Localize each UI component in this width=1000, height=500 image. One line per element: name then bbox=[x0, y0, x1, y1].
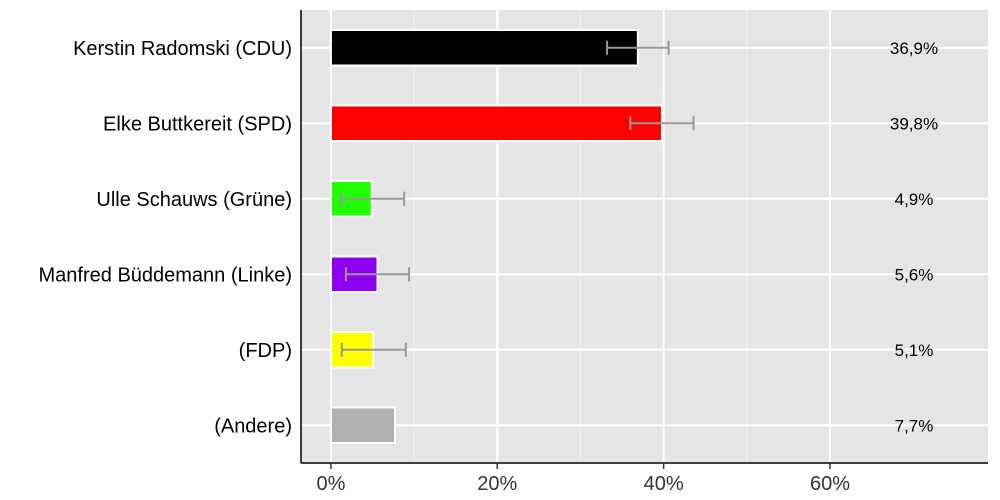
category-label: Ulle Schauws (Grüne) bbox=[96, 189, 292, 211]
category-label: Kerstin Radomski (CDU) bbox=[73, 38, 292, 60]
value-label: 36,9% bbox=[890, 39, 938, 58]
x-tick-label: 40% bbox=[644, 473, 684, 495]
category-label: Elke Buttkereit (SPD) bbox=[103, 113, 292, 135]
bar bbox=[329, 29, 639, 67]
error-bars bbox=[339, 40, 695, 357]
category-label: (FDP) bbox=[239, 340, 292, 362]
value-label: 39,8% bbox=[890, 114, 938, 133]
bars bbox=[329, 29, 663, 444]
category-label: (Andere) bbox=[214, 415, 292, 437]
value-label: 5,1% bbox=[895, 341, 934, 360]
x-tick-label: 60% bbox=[810, 473, 850, 495]
category-labels: Kerstin Radomski (CDU) Elke Buttkereit (S… bbox=[39, 38, 292, 438]
x-tick-label: 20% bbox=[477, 473, 517, 495]
value-label: 4,9% bbox=[895, 190, 934, 209]
category-label: Manfred Büddemann (Linke) bbox=[39, 264, 292, 286]
x-ticks: 0% 20% 40% 60% bbox=[316, 463, 850, 495]
bar bbox=[329, 104, 663, 142]
value-label: 5,6% bbox=[895, 265, 934, 284]
value-label: 7,7% bbox=[895, 416, 934, 435]
bar bbox=[329, 406, 396, 444]
value-labels: 36,9% 39,8% 4,9% 5,6% 5,1% 7,7% bbox=[890, 39, 938, 436]
x-tick-label: 0% bbox=[316, 473, 345, 495]
axes bbox=[300, 10, 988, 464]
plot-background bbox=[301, 10, 988, 463]
